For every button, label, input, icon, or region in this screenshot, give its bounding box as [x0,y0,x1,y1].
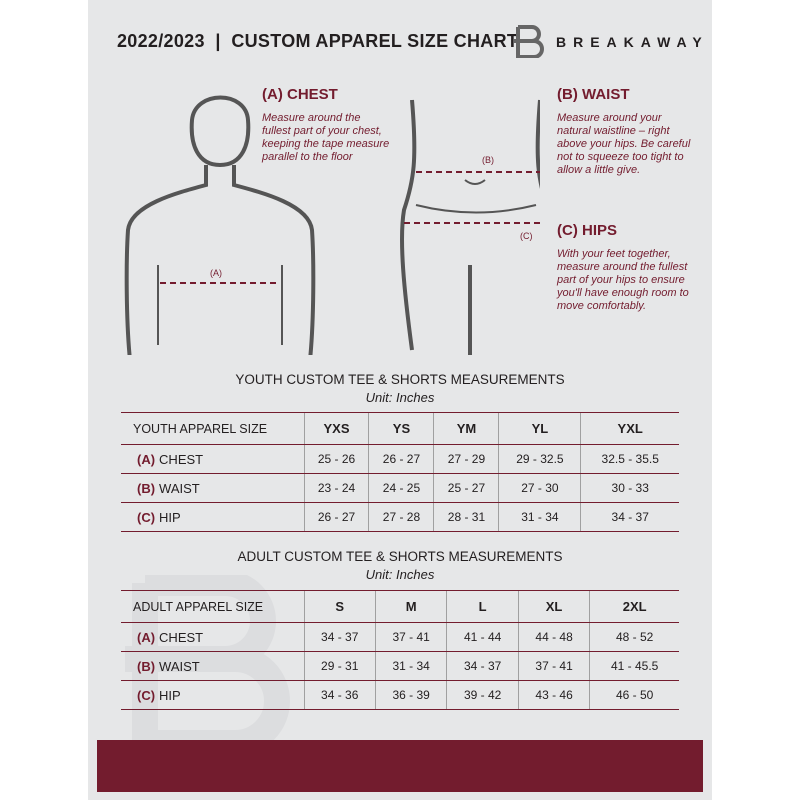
measurement-value: 43 - 46 [517,680,590,710]
measurement-label: (A) CHEST [121,622,304,652]
waist-marker: (B) [482,155,494,165]
measurement-value: 30 - 33 [580,473,679,503]
table-header-row: ADULT APPAREL SIZE S M L XL 2XL [121,590,679,623]
size-header: YXS [303,412,369,445]
measurement-value: 23 - 24 [303,473,369,503]
measurement-name: WAIST [159,480,200,496]
measurement-value: 41 - 44 [446,622,519,652]
measurement-value: 44 - 48 [517,622,590,652]
hips-heading: (C) HIPS [557,222,617,239]
hips-description: With your feet together, measure around … [557,248,689,312]
adult-unit: Unit: Inches [365,567,435,582]
measurement-value: 48 - 52 [589,622,679,652]
measurement-name: CHEST [159,451,204,467]
measurement-value: 25 - 26 [303,444,369,474]
measurement-value: 34 - 37 [446,651,519,681]
size-header: YXL [580,412,679,445]
adult-size-table: ADULT APPAREL SIZE S M L XL 2XL (A) CHEST 34 - 3… [121,590,679,710]
footer-band [97,740,703,792]
body-figures: (A) (B) (C) [124,95,540,355]
measurement-code: (B) [137,658,156,674]
measurement-value: 36 - 39 [374,680,447,710]
youth-unit: Unit: Inches [365,390,435,405]
measurement-value: 26 - 27 [368,444,434,474]
measurement-code: (A) [137,451,156,467]
measurement-label: (C) HIP [121,502,304,532]
measurement-name: CHEST [159,629,204,645]
measurement-value: 46 - 50 [589,680,679,710]
measurement-value: 37 - 41 [517,651,590,681]
size-header: L [446,590,519,623]
measurement-value: 31 - 34 [498,502,581,532]
measurement-value: 39 - 42 [446,680,519,710]
size-header: 2XL [589,590,679,623]
hips-marker: (C) [520,231,533,241]
measurement-value: 34 - 36 [303,680,376,710]
measurement-value: 27 - 29 [433,444,499,474]
breakaway-logo-icon [514,25,544,58]
measurement-code: (C) [137,509,156,525]
table-row: (C) HIP 34 - 36 36 - 39 39 - 42 43 - 46 46 - 5… [121,680,679,710]
waist-heading: (B) WAIST [557,86,630,103]
chest-heading: (A) CHEST [262,86,338,103]
measurement-code: (A) [137,629,156,645]
measurement-value: 37 - 41 [374,622,447,652]
size-header: YS [368,412,434,445]
measurement-code: (B) [137,480,156,496]
size-header: XL [517,590,590,623]
measurement-label: (C) HIP [121,680,304,710]
table-header-row: YOUTH APPAREL SIZE YXS YS YM YL YXL [121,412,679,445]
measurement-value: 34 - 37 [580,502,679,532]
size-header: M [374,590,447,623]
measurement-value: 41 - 45.5 [589,651,679,681]
measurement-code: (C) [137,687,156,703]
measurement-value: 27 - 28 [368,502,434,532]
table-row: (C) HIP 26 - 27 27 - 28 28 - 31 31 - 34 34 - 3… [121,502,679,532]
table-row: (A) CHEST 34 - 37 37 - 41 41 - 44 44 - 48 48 -… [121,622,679,652]
measurement-value: 29 - 31 [303,651,376,681]
measurement-name: HIP [159,687,181,703]
measurement-label: (B) WAIST [121,473,304,503]
measurement-name: WAIST [159,658,200,674]
size-header: S [303,590,376,623]
chest-description: Measure around the fullest part of your … [262,112,390,163]
size-label: YOUTH APPAREL SIZE [121,412,304,445]
table-row: (B) WAIST 23 - 24 24 - 25 25 - 27 27 - 30 30 -… [121,473,679,503]
measurement-value: 25 - 27 [433,473,499,503]
measurement-value: 31 - 34 [374,651,447,681]
size-label: ADULT APPAREL SIZE [121,590,304,623]
measurement-value: 28 - 31 [433,502,499,532]
measurement-value: 27 - 30 [498,473,581,503]
waist-description: Measure around your natural waistline – … [557,112,691,176]
adult-table-title: ADULT CUSTOM TEE & SHORTS MEASUREMENTS [237,549,563,564]
measurement-value: 29 - 32.5 [498,444,581,474]
measurement-value: 24 - 25 [368,473,434,503]
size-header: YL [498,412,581,445]
youth-size-table: YOUTH APPAREL SIZE YXS YS YM YL YXL (A) CHEST 25… [121,412,679,532]
measurement-name: HIP [159,509,181,525]
table-row: (A) CHEST 25 - 26 26 - 27 27 - 29 29 - 32.5 32… [121,444,679,474]
page-title: 2022/2023 | CUSTOM APPAREL SIZE CHART [117,31,519,51]
measurement-value: 26 - 27 [303,502,369,532]
brand-name: BREAKAWAY [556,34,709,50]
size-header: YM [433,412,499,445]
table-row: (B) WAIST 29 - 31 31 - 34 34 - 37 37 - 41 41 -… [121,651,679,681]
measurement-value: 32.5 - 35.5 [580,444,679,474]
measurement-value: 34 - 37 [303,622,376,652]
measurement-label: (A) CHEST [121,444,304,474]
measurement-label: (B) WAIST [121,651,304,681]
chest-marker: (A) [210,268,222,278]
youth-table-title: YOUTH CUSTOM TEE & SHORTS MEASUREMENTS [235,372,565,387]
